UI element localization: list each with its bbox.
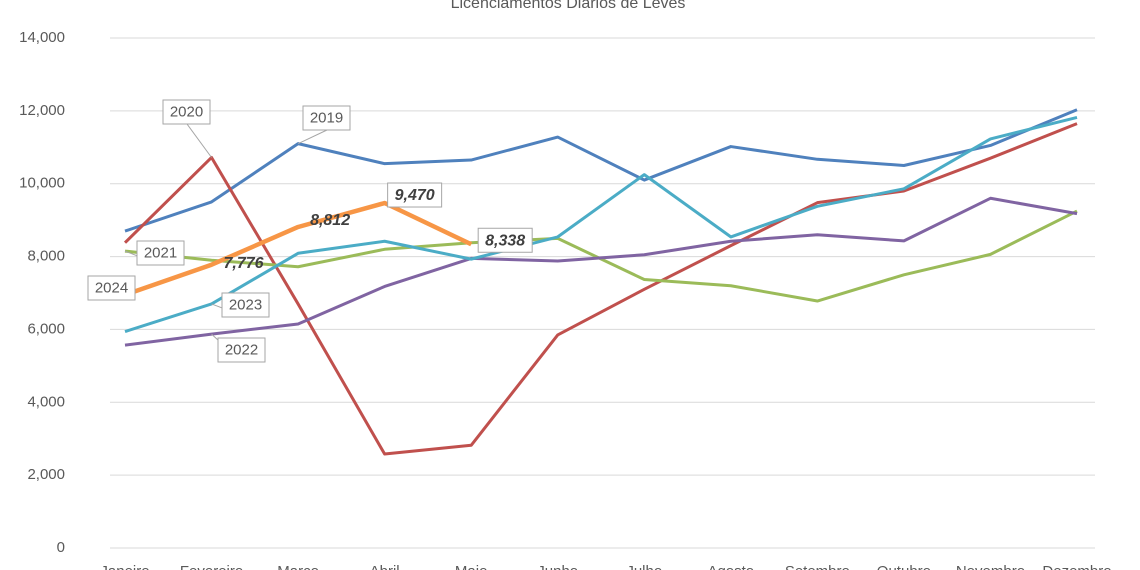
series-label: 2019 <box>310 109 343 126</box>
series-line <box>123 122 1078 456</box>
legend-box <box>136 240 185 266</box>
chart-title: Licenciamentos Diários de Leves <box>451 0 686 12</box>
y-tick-label: 8,000 <box>27 248 65 265</box>
legend-box <box>162 99 211 125</box>
leader-line <box>297 129 328 145</box>
series-label: 2023 <box>229 296 262 313</box>
series-line <box>124 196 1078 347</box>
series-label: 2021 <box>144 244 177 261</box>
y-tick-label: 0 <box>57 539 65 556</box>
x-tick-label: Março <box>277 563 319 570</box>
legend-box <box>221 292 270 318</box>
x-tick-label: Junho <box>537 563 578 570</box>
value-label-box <box>387 182 443 208</box>
series-label: 2024 <box>95 279 128 296</box>
x-tick-label: Novembro <box>956 563 1025 570</box>
y-tick-label: 4,000 <box>27 393 65 410</box>
value-label: 8,338 <box>485 232 525 249</box>
x-tick-label: Outubro <box>877 563 931 570</box>
x-tick-label: Janeiro <box>100 563 149 570</box>
x-tick-label: Fevereiro <box>180 563 243 570</box>
legend-box <box>302 105 351 131</box>
x-tick-label: Abril <box>370 563 400 570</box>
x-tick-label: Agosto <box>707 563 754 570</box>
series-label: 2022 <box>225 341 258 358</box>
x-tick-label: Setembro <box>785 563 850 570</box>
series-line <box>124 200 473 297</box>
y-tick-label: 14,000 <box>19 29 65 46</box>
x-tick-label: Julho <box>626 563 662 570</box>
value-label: 9,470 <box>395 187 435 204</box>
value-label-box <box>477 227 533 253</box>
x-tick-label: Maio <box>455 563 488 570</box>
series-label: 2020 <box>170 103 203 120</box>
value-label: 8,812 <box>310 212 350 229</box>
value-label: 7,776 <box>224 255 264 272</box>
y-tick-label: 10,000 <box>19 175 65 192</box>
y-tick-label: 2,000 <box>27 466 65 483</box>
leader-line <box>186 123 212 158</box>
y-tick-label: 6,000 <box>27 320 65 337</box>
y-tick-label: 12,000 <box>19 102 65 119</box>
legend-box <box>217 337 266 363</box>
legend-box <box>87 275 136 301</box>
series-line <box>124 108 1078 233</box>
series-line <box>124 115 1078 334</box>
x-tick-label: Dezembro <box>1042 563 1111 570</box>
